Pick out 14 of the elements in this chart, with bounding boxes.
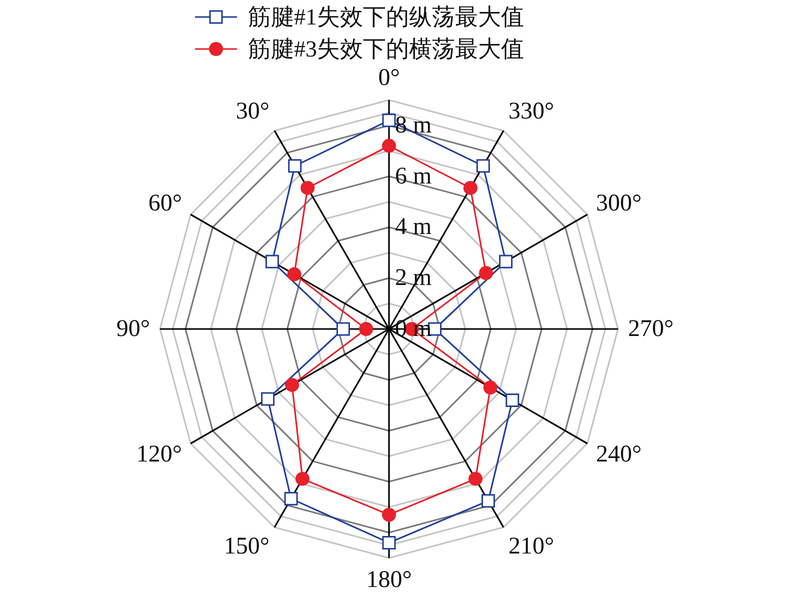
legend-label: 筋腱#1失效下的纵荡最大值 [248, 4, 524, 30]
spoke-label: 0° [378, 65, 400, 91]
spoke-label: 120° [136, 442, 182, 468]
spoke-label: 180° [366, 567, 412, 593]
spoke-label: 240° [596, 442, 642, 468]
spoke-label: 90° [116, 316, 150, 342]
spoke-label: 270° [628, 316, 674, 342]
spoke-label: 150° [224, 533, 270, 560]
spoke-label: 210° [508, 533, 554, 560]
spoke-label: 30° [236, 98, 270, 125]
legend-label: 筋腱#3失效下的横荡最大值 [248, 36, 524, 62]
spoke-label: 330° [508, 98, 554, 125]
spoke-label: 60° [148, 190, 182, 216]
spoke-label: 300° [596, 190, 642, 216]
